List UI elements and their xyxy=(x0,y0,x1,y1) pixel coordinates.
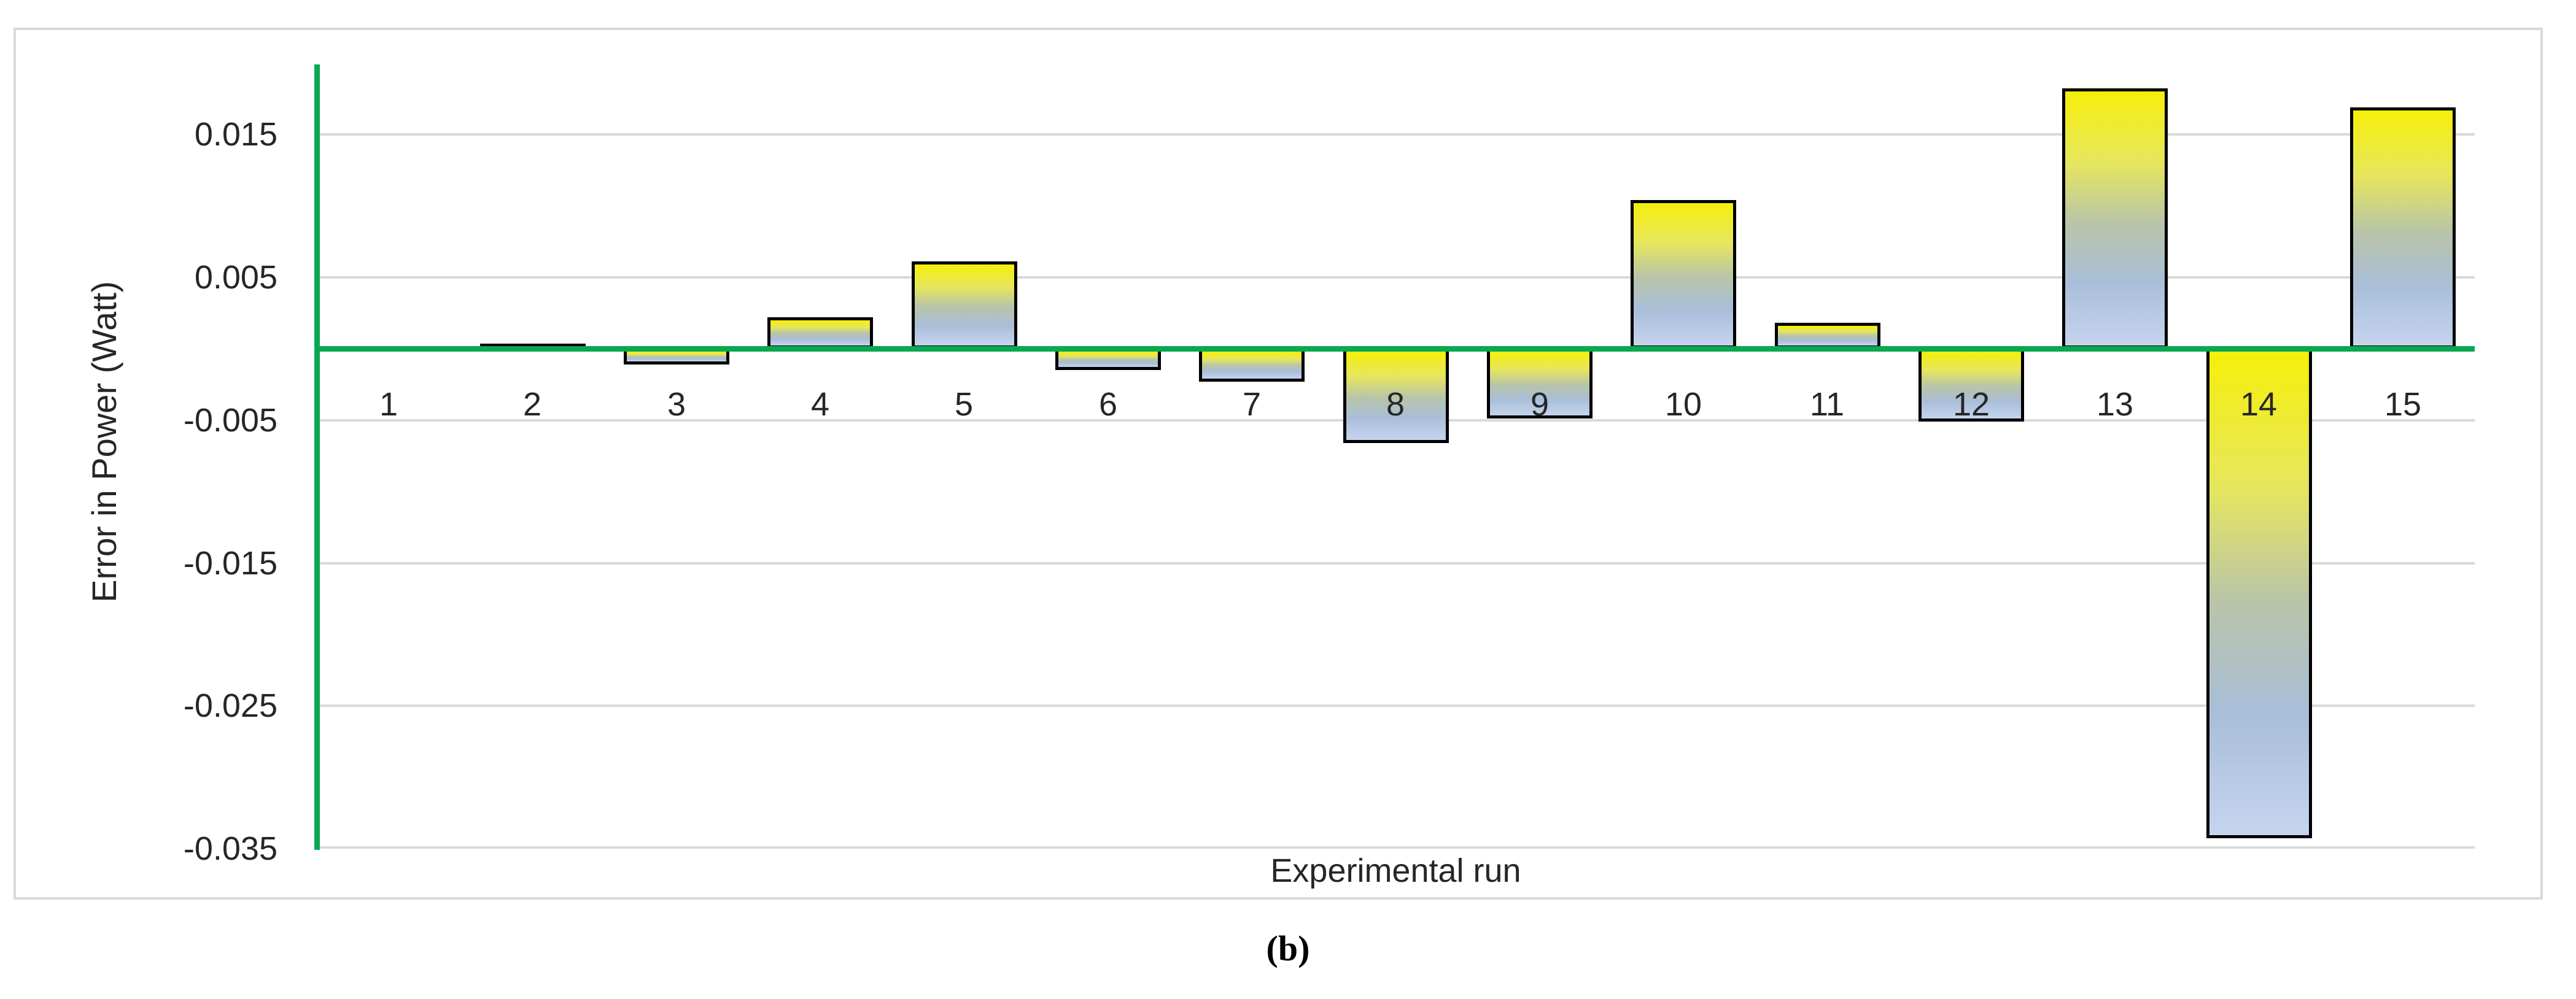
x-tick-label: 10 xyxy=(1664,386,1702,423)
x-tick-label: 8 xyxy=(1386,386,1405,423)
gridline xyxy=(317,276,2475,279)
gridline xyxy=(317,133,2475,136)
gridline xyxy=(317,562,2475,565)
bar-run-12 xyxy=(1918,349,2024,422)
bar-run-15 xyxy=(2350,107,2456,349)
y-tick-label: -0.025 xyxy=(183,687,277,724)
x-tick-label: 14 xyxy=(2240,386,2278,423)
x-tick-label: 5 xyxy=(954,386,974,423)
bar-run-10 xyxy=(1631,200,1736,349)
zero-axis-line xyxy=(317,346,2475,352)
x-tick-label: 12 xyxy=(1952,386,1990,423)
gridline xyxy=(317,846,2475,849)
y-tick-label: -0.035 xyxy=(183,830,277,867)
x-tick-label: 2 xyxy=(522,386,542,423)
x-tick-label: 13 xyxy=(2096,386,2134,423)
bar-run-11 xyxy=(1775,323,1880,349)
bar-run-5 xyxy=(912,261,1017,349)
x-tick-label: 3 xyxy=(667,386,686,423)
x-tick-label: 9 xyxy=(1530,386,1550,423)
y-tick-label: -0.005 xyxy=(183,402,277,439)
x-tick-label: 1 xyxy=(379,386,398,423)
bar-run-14 xyxy=(2206,349,2312,838)
x-axis-title: Experimental run xyxy=(1270,852,1521,889)
x-tick-label: 6 xyxy=(1098,386,1118,423)
y-axis-line xyxy=(314,64,320,850)
x-tick-label: 4 xyxy=(810,386,830,423)
gridline xyxy=(317,704,2475,707)
figure-caption: (b) xyxy=(1266,928,1310,968)
bar-run-4 xyxy=(767,317,873,349)
bar-run-8 xyxy=(1343,349,1449,443)
y-tick-label: -0.015 xyxy=(183,545,277,582)
x-tick-label: 11 xyxy=(1809,386,1845,423)
x-tick-label: 7 xyxy=(1242,386,1262,423)
plot-area: 1 2 3 4 5 6 7 8 9 10 11 12 13 14 15 Experimental run xyxy=(314,63,2475,889)
bar-run-6 xyxy=(1055,349,1161,370)
y-tick-label: 0.005 xyxy=(194,259,277,296)
bar-run-13 xyxy=(2062,88,2168,349)
y-tick-labels: 0.015 0.005 -0.005 -0.015 -0.025 -0.035 xyxy=(0,63,277,867)
x-tick-label: 15 xyxy=(2384,386,2422,423)
bar-run-7 xyxy=(1199,349,1305,382)
y-tick-label: 0.015 xyxy=(194,116,277,153)
